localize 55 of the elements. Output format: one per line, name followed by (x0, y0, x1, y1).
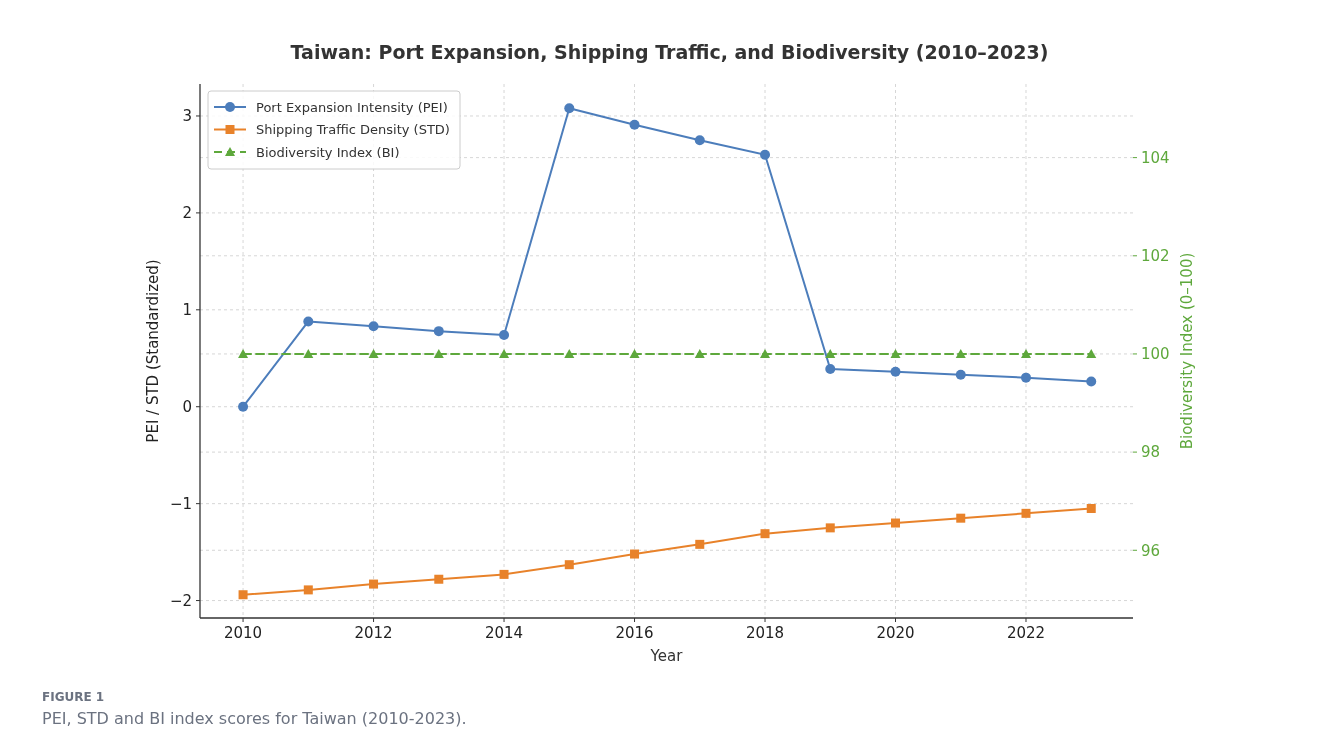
point (629, 119, 640, 130)
x-tick-label: 2014 (484, 624, 524, 643)
point (1021, 508, 1031, 518)
point (238, 590, 248, 600)
point (303, 585, 313, 595)
y2-tick-label: 96 (1141, 541, 1161, 560)
point (1021, 372, 1031, 383)
y-tick-label: 2 (182, 204, 192, 223)
point (956, 513, 966, 523)
legend-label: Shipping Traffic Density (STD) (256, 122, 450, 138)
y-tick-label: 1 (182, 301, 192, 320)
text: PEI, STD and BI index scores for Taiwan (2010-2023). (42, 708, 467, 728)
y2-tick-label: 100 (1141, 345, 1170, 364)
point (303, 316, 314, 327)
y2-tick-label: 98 (1141, 443, 1161, 462)
point (499, 330, 510, 341)
point (369, 579, 379, 589)
y2-tick-label: 104 (1141, 148, 1170, 167)
point (955, 369, 966, 380)
point (434, 574, 444, 584)
y2-tick-label: 102 (1141, 247, 1170, 266)
x-tick-label: 2018 (745, 624, 785, 643)
point (695, 539, 705, 549)
y-axis-title: PEI / STD (Standardized) (144, 259, 163, 443)
point (433, 326, 444, 337)
caption: FIGURE 1 (42, 690, 105, 705)
point (1086, 503, 1096, 513)
x-axis-title: Year (649, 647, 684, 666)
legend-label: Port Expansion Intensity (PEI) (256, 99, 448, 115)
y-tick-label: −1 (169, 494, 192, 513)
point (499, 569, 509, 579)
point (694, 135, 705, 146)
point (890, 366, 901, 377)
x-tick-label: 2020 (876, 624, 915, 643)
y-tick-label: −2 (169, 591, 192, 610)
point (238, 401, 249, 412)
point (1086, 376, 1097, 387)
point (630, 549, 640, 559)
point (564, 103, 575, 114)
x-tick-label: 2022 (1006, 624, 1046, 643)
point (891, 518, 901, 528)
y-tick-label: 3 (182, 107, 192, 126)
point (564, 560, 574, 570)
point (825, 523, 835, 533)
x-tick-label: 2016 (615, 624, 654, 643)
y-tick-label: 0 (182, 397, 192, 416)
y2-axis-title: Biodiversity Index (0–100) (1178, 252, 1197, 450)
point (760, 529, 770, 539)
x-tick-label: 2012 (354, 624, 393, 643)
point (760, 149, 771, 160)
point (825, 363, 836, 374)
point (368, 321, 379, 332)
x-tick-label: 2010 (223, 624, 263, 643)
legend-label: Biodiversity Index (BI) (256, 144, 400, 160)
chart-title: Taiwan: Port Expansion, Shipping Traffic, and Biodiversity (2010–2023) (290, 40, 1049, 63)
